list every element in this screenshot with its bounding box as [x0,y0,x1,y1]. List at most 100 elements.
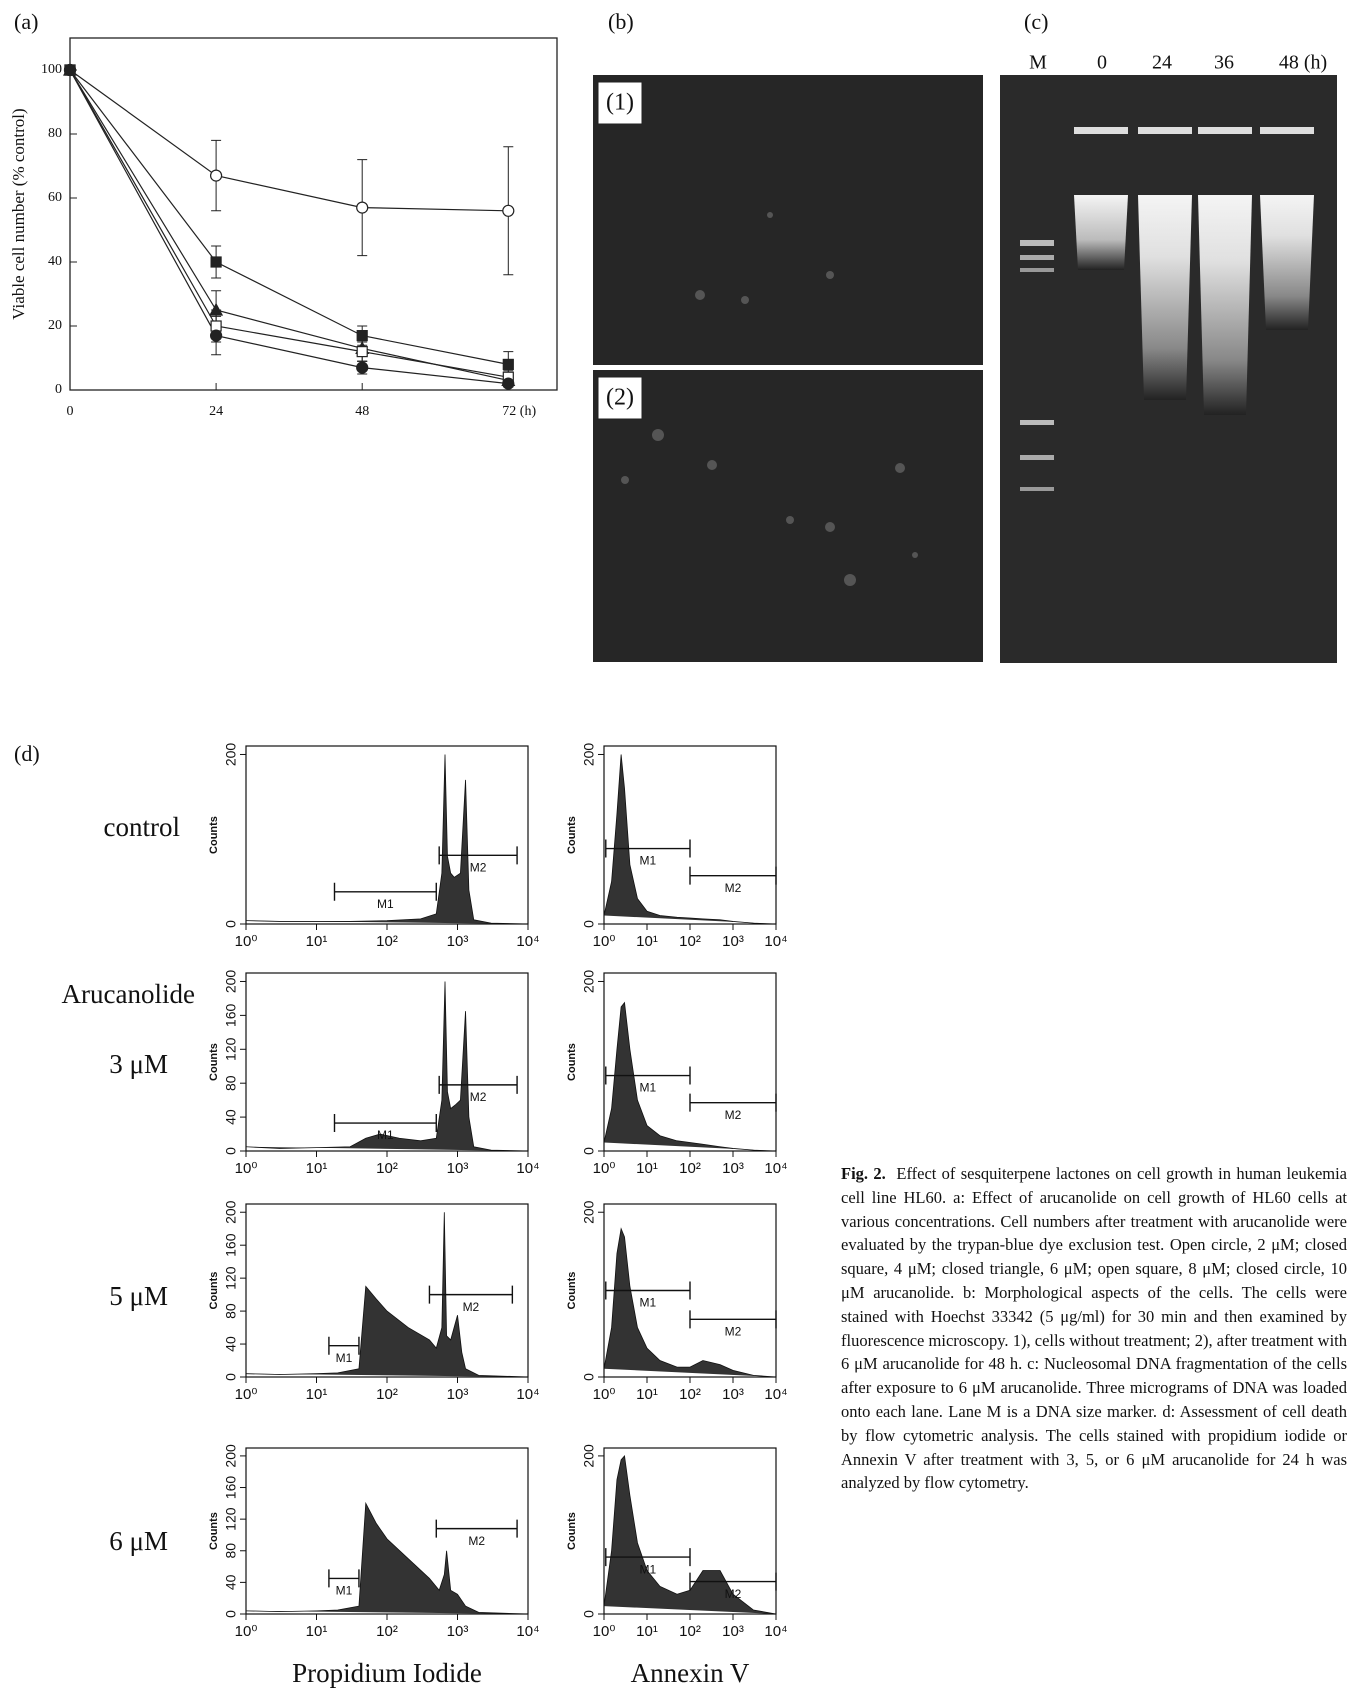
gate-label: M1 [640,1081,657,1095]
histogram [245,981,529,1152]
x-tick-label: 10⁴ [764,1386,787,1403]
y-axis-label: Counts [566,816,578,854]
panel-label: (a) [14,9,38,34]
micrograph-label: (2) [606,385,634,411]
lane-label: 0 [1097,52,1107,74]
gate-label: M2 [725,881,742,895]
y-tick-label: 80 [223,1543,239,1559]
gate-label: M1 [336,1584,353,1598]
x-tick-label: 10² [376,1386,398,1403]
cells [621,212,918,586]
row-label: control [104,812,180,842]
y-tick-label: 40 [223,1109,239,1125]
marker [502,377,515,390]
y-tick-label: 160 [223,1476,239,1500]
y-axis-label: Counts [566,1512,578,1550]
gate-marker [605,1548,691,1567]
row-label: Arucanolide [62,979,195,1009]
x-tick-label: 10² [679,1623,701,1640]
plot-frame [69,37,558,391]
x-tick-label: 10³ [722,1160,744,1177]
gate-marker [438,846,518,865]
y-tick-label: 120 [223,1266,239,1290]
x-tick-label: 10⁰ [235,1160,258,1177]
gate-marker [689,1093,777,1112]
marker [63,63,77,77]
marker [209,302,224,316]
gate-marker [689,1310,777,1329]
x-tick-label: 10¹ [636,1160,658,1177]
gate-label: M2 [463,1300,480,1314]
gate-marker [605,1066,691,1085]
row-label: 3 μM [109,1049,168,1079]
x-tick-label: 10² [376,1623,398,1640]
x-tick-label: 10¹ [306,1160,328,1177]
caption-text: Effect of sesquiterpene lactones on cell… [841,1164,1348,1493]
gate-label: M2 [725,1587,742,1601]
series-line [69,69,509,385]
x-tick-label: 10³ [447,1623,469,1640]
row-label: 6 μM [109,1526,168,1556]
panel-label: (d) [14,741,40,766]
y-axis-label: Counts [208,1043,220,1081]
gate-marker [333,1114,437,1133]
y-tick-label: 0 [581,920,597,928]
x-tick-label: 10⁴ [516,1623,539,1640]
x-tick-label: 10¹ [306,933,328,950]
x-tick-label: 10³ [447,1386,469,1403]
histogram [603,1227,777,1378]
micrograph [593,75,983,365]
x-tick-label: 10³ [722,933,744,950]
gate-label: M1 [336,1351,353,1365]
x-tick-label: 10³ [722,1386,744,1403]
x-tick-label: 72 (h) [502,404,536,419]
x-tick-label: 10² [376,1160,398,1177]
x-tick-label: 10⁰ [593,1386,616,1403]
y-tick-label: 120 [223,1037,239,1061]
x-tick-label: 10² [679,1160,701,1177]
x-tick-label: 10¹ [636,1386,658,1403]
y-tick-label: 40 [48,254,62,269]
gate-marker [328,1336,360,1355]
x-tick-label: 10⁰ [593,1160,616,1177]
marker [356,361,369,374]
caption: Fig. 2. Effect of sesquiterpene lactones… [841,1162,1347,1495]
marker [356,330,368,342]
marker [210,256,222,268]
lane-label: 36 [1214,52,1234,74]
column-label: Propidium Iodide [292,1658,482,1688]
caption-lead: Fig. 2. [841,1164,886,1183]
series-line [69,69,509,212]
x-tick-label: 0 [67,404,74,419]
marker [210,329,223,342]
x-tick-label: 10⁴ [516,1386,539,1403]
micrograph-label-box [597,376,643,420]
gate-marker [605,1281,691,1300]
lane-label: M [1029,52,1047,74]
marker [502,358,514,370]
x-tick-label: 48 [355,404,369,419]
gate-marker [435,1519,518,1538]
x-tick-label: 10⁰ [235,1386,258,1403]
gel-smear [1074,195,1128,270]
histogram [245,1212,529,1378]
x-tick-label: 10³ [447,1160,469,1177]
x-tick-label: 10¹ [636,933,658,950]
gate-label: M2 [468,1534,485,1548]
gel-smear [1260,195,1314,330]
gate-marker [428,1285,514,1304]
y-tick-label: 60 [48,190,62,205]
micrograph-label: (1) [606,90,634,116]
marker [210,320,222,332]
y-tick-label: 200 [223,970,239,994]
histogram [245,1501,529,1615]
gate-label: M1 [640,1296,657,1310]
marker [356,201,369,214]
y-tick-label: 200 [581,970,597,994]
gate-label: M1 [377,1128,394,1142]
plot-frame [245,972,529,1152]
gate-marker [605,839,691,858]
y-tick-label: 0 [223,1147,239,1155]
marker [356,346,368,358]
